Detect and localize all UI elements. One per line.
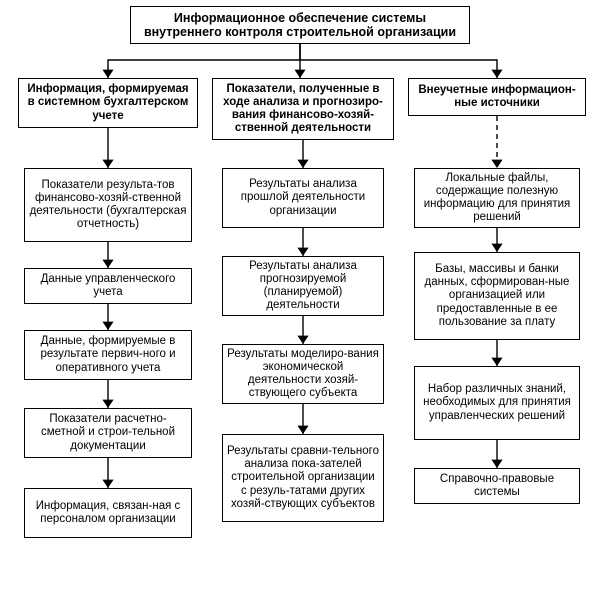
node-label: Результаты анализа прогнозируемой (плани… (227, 260, 379, 313)
node-label: Внеучетные информацион-ные источники (413, 84, 581, 110)
node-label: Информационное обеспечение системы внутр… (135, 11, 465, 40)
node-label: Справочно-правовые системы (419, 473, 575, 499)
node-root: Информационное обеспечение системы внутр… (130, 6, 470, 44)
node-c3n2: Базы, массивы и банки данных, сформирова… (414, 252, 580, 340)
edge-root-c3 (300, 44, 497, 78)
node-label: Набор различных знаний, необходимых для … (419, 383, 575, 423)
node-label: Базы, массивы и банки данных, сформирова… (419, 263, 575, 329)
node-label: Результаты сравни-тельного анализа пока-… (227, 445, 379, 511)
node-label: Данные управленческого учета (29, 273, 187, 299)
node-c3n4: Справочно-правовые системы (414, 468, 580, 504)
node-label: Показатели, полученные в ходе анализа и … (217, 83, 389, 136)
node-c2n2: Результаты анализа прогнозируемой (плани… (222, 256, 384, 316)
node-c3n1: Локальные файлы, содержащие полезную инф… (414, 168, 580, 228)
node-c2n3: Результаты моделиро-вания экономической … (222, 344, 384, 404)
node-c1: Информация, формируемая в системном бухг… (18, 78, 198, 128)
node-label: Данные, формируемые в результате первич-… (29, 335, 187, 375)
node-label: Информация, формируемая в системном бухг… (23, 83, 193, 123)
node-c3n3: Набор различных знаний, необходимых для … (414, 366, 580, 440)
node-c1n2: Данные управленческого учета (24, 268, 192, 304)
node-c1n5: Информация, связан-ная с персоналом орга… (24, 488, 192, 538)
node-label: Результаты анализа прошлой деятельности … (227, 178, 379, 218)
node-label: Показатели результа-тов финансово-хозяй-… (29, 179, 187, 232)
node-c1n1: Показатели результа-тов финансово-хозяй-… (24, 168, 192, 242)
node-c3: Внеучетные информацион-ные источники (408, 78, 586, 116)
edge-root-c1 (108, 44, 300, 78)
node-label: Информация, связан-ная с персоналом орга… (29, 500, 187, 526)
node-c1n4: Показатели расчетно-сметной и строи-тель… (24, 408, 192, 458)
node-label: Результаты моделиро-вания экономической … (227, 348, 379, 401)
node-c1n3: Данные, формируемые в результате первич-… (24, 330, 192, 380)
node-c2: Показатели, полученные в ходе анализа и … (212, 78, 394, 140)
node-label: Локальные файлы, содержащие полезную инф… (419, 172, 575, 225)
node-c2n1: Результаты анализа прошлой деятельности … (222, 168, 384, 228)
node-c2n4: Результаты сравни-тельного анализа пока-… (222, 434, 384, 522)
flowchart-canvas: Информационное обеспечение системы внутр… (0, 0, 600, 601)
node-label: Показатели расчетно-сметной и строи-тель… (29, 413, 187, 453)
